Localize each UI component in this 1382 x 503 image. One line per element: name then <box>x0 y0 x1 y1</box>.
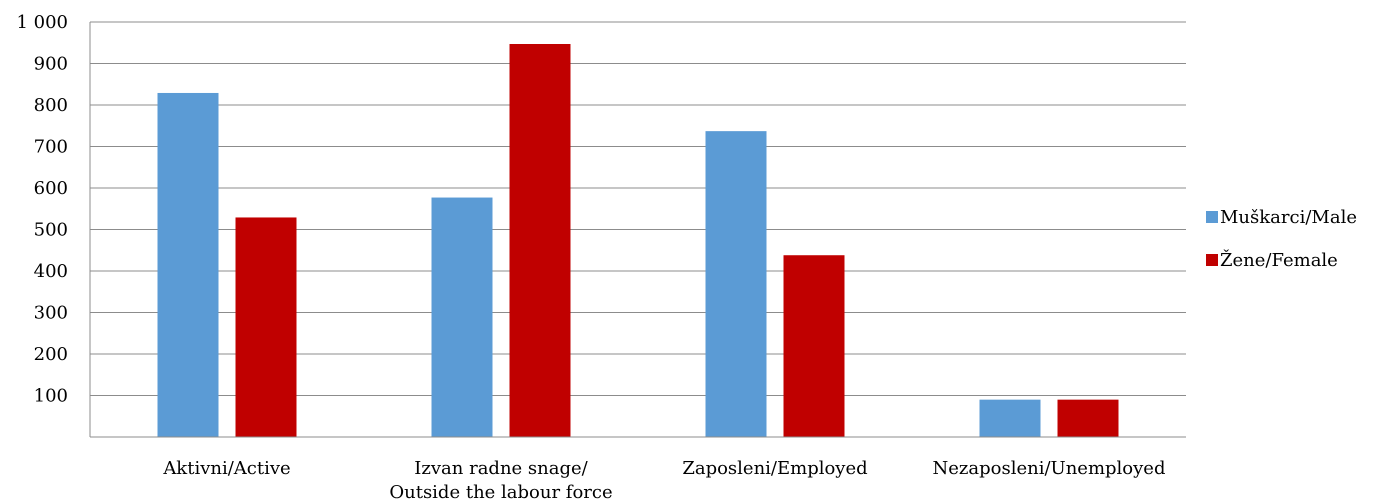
y-tick-label: 900 <box>34 54 68 75</box>
x-category-label: Zaposleni/Employed <box>682 458 867 479</box>
y-tick-label: 400 <box>34 261 68 282</box>
x-category-label: Aktivni/Active <box>162 458 290 479</box>
bar-male <box>157 92 219 437</box>
bars <box>157 43 1119 438</box>
legend-swatch <box>1206 254 1218 266</box>
legend-label: Muškarci/Male <box>1220 207 1357 228</box>
bar-female <box>509 43 571 438</box>
y-tick-label: 800 <box>34 95 68 116</box>
bar-female <box>783 255 845 437</box>
y-tick-label: 700 <box>34 137 68 158</box>
bar-male <box>431 197 493 437</box>
y-tick-label: 1 000 <box>16 12 68 33</box>
y-axis: 100 200 300 400 500 600 700 800 900 1 000 <box>16 12 91 437</box>
bar-male <box>705 131 767 437</box>
x-axis: Aktivni/Active Izvan radne snage/Outside … <box>90 436 1186 503</box>
legend-swatch <box>1206 211 1218 223</box>
x-category-label: Izvan radne snage/ <box>414 458 588 479</box>
legend-label: Žene/Female <box>1220 248 1338 271</box>
y-tick-label: 200 <box>34 344 68 365</box>
x-category-label: Nezaposleni/Unemployed <box>933 458 1166 479</box>
legend: Muškarci/Male Žene/Female <box>1206 207 1357 271</box>
bar-female <box>235 217 297 437</box>
y-tick-label: 300 <box>34 303 68 324</box>
y-tick-label: 500 <box>34 220 68 241</box>
x-category-label: Outside the labour force <box>389 482 612 503</box>
bar-female <box>1057 399 1119 437</box>
y-tick-label: 600 <box>34 178 68 199</box>
bar-male <box>979 399 1041 437</box>
y-tick-label: 100 <box>34 386 68 407</box>
